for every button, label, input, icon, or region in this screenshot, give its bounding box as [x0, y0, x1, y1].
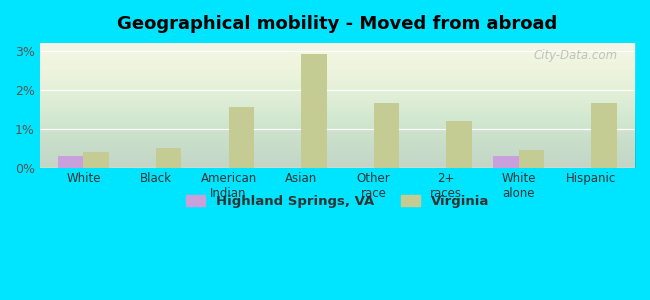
Bar [519, 150, 544, 168]
Text: City-Data.com: City-Data.com [533, 49, 617, 62]
Bar [592, 103, 617, 168]
Bar [493, 156, 519, 168]
Bar [156, 148, 181, 168]
Bar [83, 152, 109, 168]
Bar [374, 103, 399, 168]
Legend: Highland Springs, VA, Virginia: Highland Springs, VA, Virginia [180, 189, 495, 213]
Bar [58, 156, 83, 168]
Bar [229, 107, 254, 168]
Title: Geographical mobility - Moved from abroad: Geographical mobility - Moved from abroa… [117, 15, 558, 33]
Bar [447, 121, 472, 168]
Bar [301, 54, 326, 168]
